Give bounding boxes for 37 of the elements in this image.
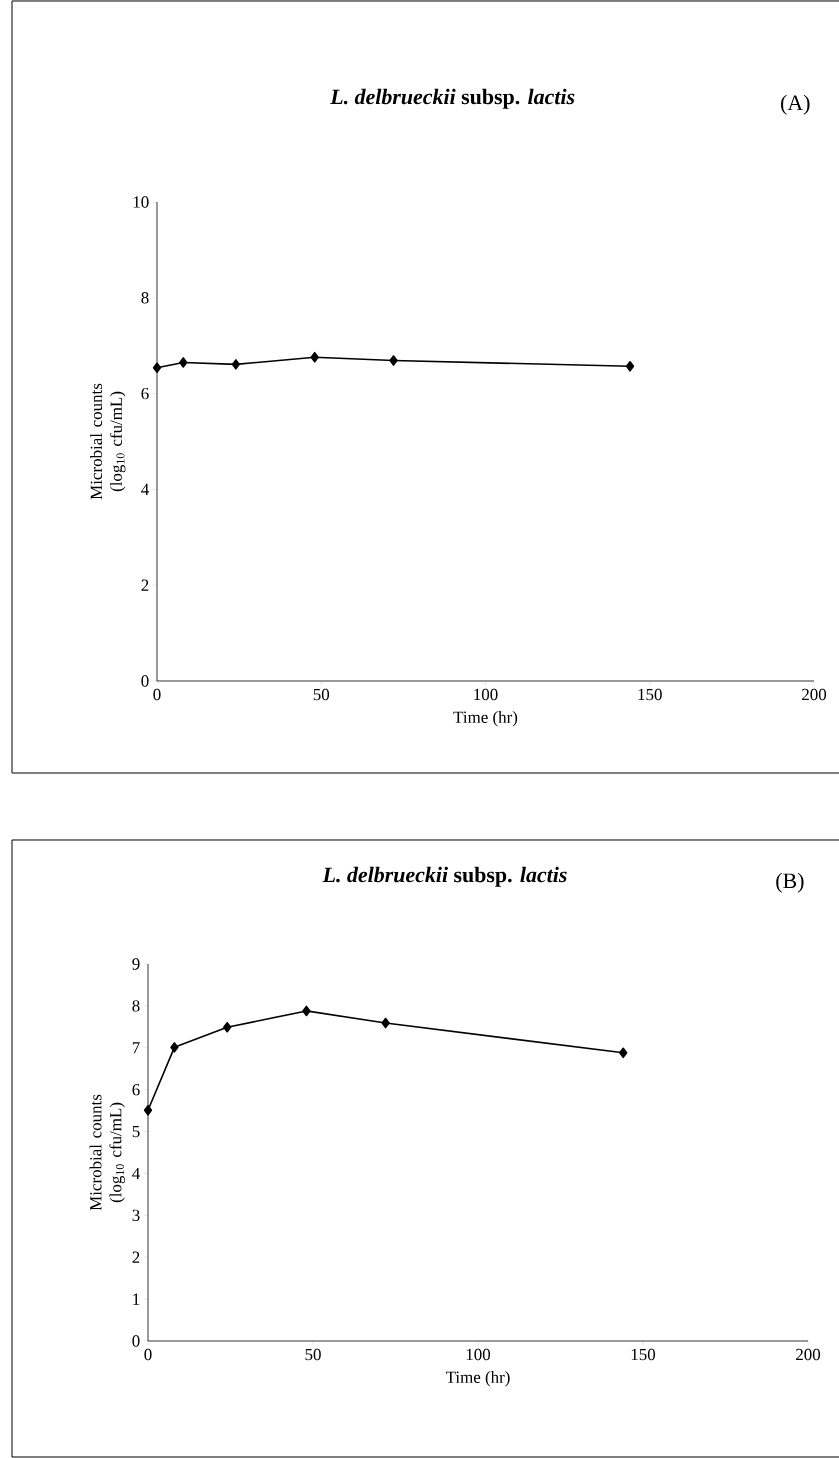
y-tick-label: 6 (141, 387, 149, 400)
x-tick-label: 200 (802, 688, 827, 701)
point (619, 1047, 628, 1059)
text: (A) (781, 94, 810, 115)
chart-title: L. delbrueckii subsp. lactis (322, 866, 567, 887)
point (170, 1042, 179, 1053)
y-tick-label: 5 (132, 1125, 140, 1138)
x-tick-label: 150 (638, 688, 662, 701)
text: (B) (776, 872, 804, 893)
y-tick-label: 7 (132, 1042, 140, 1054)
y-tick-label: 10 (133, 196, 149, 208)
y-tick-label: 9 (132, 958, 140, 970)
y-tick-label: 2 (132, 1251, 140, 1263)
y-tick-label: 3 (132, 1209, 140, 1222)
x-tick-label: 200 (796, 1348, 821, 1361)
x-axis-title: Time (hr) (453, 711, 518, 727)
point (223, 1021, 232, 1033)
y-tick-label: 4 (141, 483, 149, 495)
point (381, 1017, 390, 1029)
point (143, 1104, 153, 1116)
chart-title: L. delbrueckii subsp. lactis (330, 88, 575, 109)
x-tick-label: 100 (466, 1348, 491, 1361)
x-tick-label: 150 (631, 1348, 656, 1361)
y-tick-label: 1 (133, 1293, 140, 1305)
y-tick-label: 2 (141, 579, 149, 591)
y-tick-label: 8 (141, 292, 149, 304)
y-tick-label: 0 (132, 1335, 140, 1347)
x-tick-label: 50 (305, 1348, 321, 1361)
y-tick-label: 4 (132, 1167, 140, 1180)
point (302, 1005, 311, 1017)
x-tick-label: 0 (153, 688, 161, 701)
x-tick-label: 50 (313, 688, 330, 701)
x-axis-title: Time (hr) (445, 1371, 510, 1387)
y-tick-label: 8 (132, 1000, 140, 1012)
y-tick-label: 6 (132, 1083, 140, 1096)
x-tick-label: 100 (474, 688, 498, 701)
y-tick-label: 0 (141, 675, 149, 687)
